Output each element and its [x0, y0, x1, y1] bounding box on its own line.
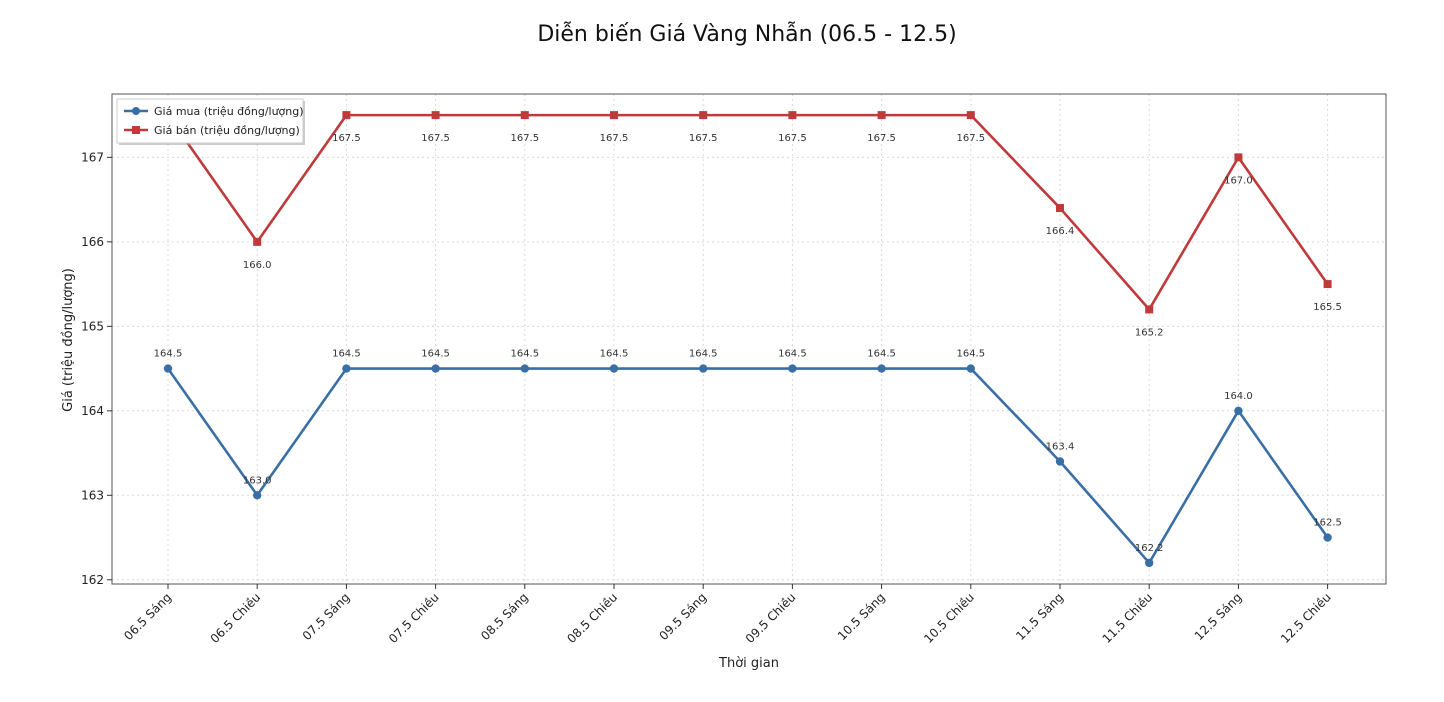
data-label: 163.4	[1046, 442, 1075, 453]
data-label: 167.5	[867, 133, 896, 144]
data-label: 164.5	[600, 349, 629, 360]
data-point	[788, 111, 797, 120]
data-point	[699, 111, 708, 120]
data-label: 164.5	[778, 349, 807, 360]
x-tick-label: 06.5 Chiều	[208, 590, 264, 646]
data-point	[1234, 153, 1243, 162]
data-label: 162.2	[1135, 543, 1164, 554]
data-point	[520, 111, 529, 120]
data-point	[1056, 204, 1064, 213]
data-point	[163, 364, 173, 373]
x-axis: 06.5 Sáng 06.5 Chiều 07.5 Sáng 07.5 Chiều 08…	[121, 584, 1334, 646]
x-tick-label: 07.5 Chiều	[386, 590, 442, 646]
legend-marker	[132, 126, 140, 134]
grid	[112, 94, 1386, 584]
data-label: 167.5	[600, 133, 629, 144]
data-point	[253, 491, 262, 500]
x-tick-label: 08.5 Sáng	[478, 590, 531, 643]
data-label: 165.5	[1313, 302, 1342, 313]
data-label: 165.2	[1135, 327, 1164, 338]
data-label: 164.5	[332, 349, 361, 360]
chart-title: Diễn biến Giá Vàng Nhẫn (06.5 - 12.5)	[537, 21, 956, 47]
data-label: 167.5	[421, 133, 450, 144]
data-label: 164.5	[956, 349, 985, 360]
x-tick-label: 09.5 Sáng	[656, 590, 709, 643]
x-tick-label: 09.5 Chiều	[743, 590, 799, 646]
data-label: 164.5	[867, 349, 896, 360]
y-tick-label: 166	[81, 235, 104, 249]
data-point	[877, 364, 886, 373]
legend-marker	[132, 107, 140, 115]
y-tick-label: 167	[81, 150, 104, 164]
series-1: 167.5 166.0 167.5 167.5 167.5 167.5 167.5 167.5…	[154, 111, 1342, 338]
data-point	[1323, 533, 1332, 542]
data-label: 167.5	[510, 133, 539, 144]
x-tick-label: 08.5 Chiều	[564, 590, 620, 646]
data-label: 164.5	[421, 349, 450, 360]
x-tick-label: 10.5 Chiều	[921, 590, 977, 646]
y-axis-label: Giá (triệu đồng/lượng)	[61, 268, 76, 412]
series-line	[166, 113, 1329, 311]
data-label: 167.5	[332, 133, 361, 144]
x-tick-label: 11.5 Sáng	[1013, 590, 1066, 643]
data-point	[253, 237, 262, 246]
data-point	[1323, 280, 1332, 289]
series-line	[166, 367, 1329, 565]
data-label: 164.5	[689, 349, 718, 360]
data-point	[788, 364, 797, 373]
data-point	[342, 111, 351, 120]
data-label: 167.5	[956, 133, 985, 144]
data-point	[1055, 457, 1065, 466]
data-point	[431, 111, 440, 120]
plot-area-frame	[111, 93, 1387, 585]
x-tick-label: 10.5 Sáng	[835, 590, 888, 643]
data-point	[342, 364, 351, 373]
data-label: 167.5	[689, 133, 718, 144]
data-label: 166.0	[243, 260, 272, 271]
series-layer: 164.5 163.0 164.5 164.5 164.5 164.5 164.5 164.5…	[154, 111, 1342, 568]
x-tick-label: 07.5 Sáng	[300, 590, 353, 643]
data-point	[699, 364, 708, 373]
data-label: 167.5	[778, 133, 807, 144]
data-point	[877, 111, 886, 120]
data-label: 164.5	[154, 349, 183, 360]
x-tick-label: 11.5 Chiều	[1100, 590, 1156, 646]
data-point	[1234, 406, 1243, 416]
data-point	[610, 111, 618, 120]
data-label: 167.0	[1224, 175, 1253, 186]
x-tick-label: 12.5 Chiều	[1278, 590, 1334, 646]
x-tick-label: 12.5 Sáng	[1192, 590, 1245, 643]
data-point	[1145, 558, 1154, 568]
data-point	[966, 364, 975, 373]
data-point	[609, 364, 619, 373]
x-tick-label: 06.5 Sáng	[121, 590, 174, 643]
data-label: 164.0	[1224, 391, 1253, 402]
data-point	[431, 364, 440, 373]
legend: Giá mua (triệu đồng/lượng) Giá bán (triệu…	[116, 98, 305, 145]
data-label: 163.0	[243, 475, 272, 486]
x-axis-label: Thời gian	[718, 656, 779, 671]
legend-entry-label: Giá mua (triệu đồng/lượng)	[154, 105, 304, 118]
data-label: 162.5	[1313, 518, 1342, 529]
series-0: 164.5 163.0 164.5 164.5 164.5 164.5 164.5 164.5…	[154, 349, 1342, 568]
data-point	[520, 364, 529, 373]
y-tick-label: 165	[81, 319, 104, 333]
data-label: 166.4	[1046, 226, 1075, 237]
data-point	[1145, 305, 1154, 314]
y-tick-label: 164	[81, 404, 104, 418]
legend-box	[116, 98, 304, 144]
y-axis: 162 163 164 165 166 167	[81, 150, 112, 587]
y-tick-label: 162	[81, 573, 104, 587]
legend-entry-label: Giá bán (triệu đồng/lượng)	[154, 124, 300, 137]
y-tick-label: 163	[81, 488, 104, 502]
data-point	[966, 111, 975, 120]
data-label: 164.5	[510, 349, 539, 360]
